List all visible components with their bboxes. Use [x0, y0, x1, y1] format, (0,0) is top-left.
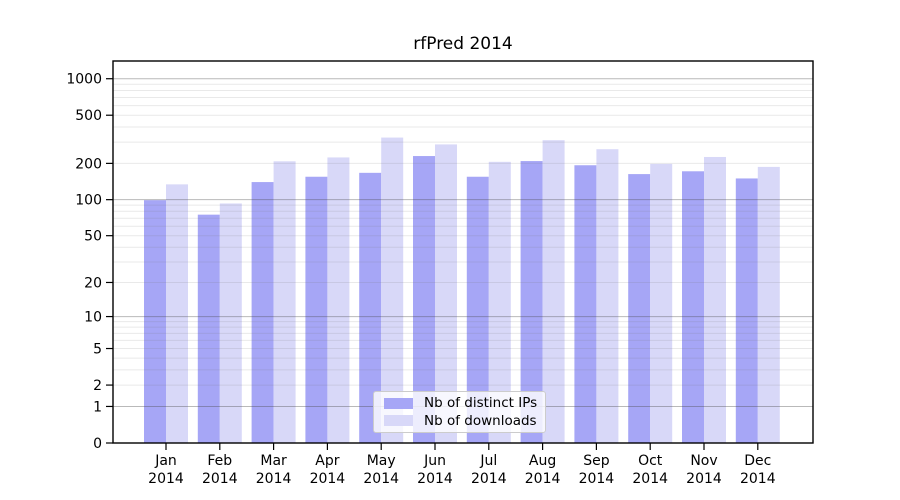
x-tick-label-year: 2014 [363, 471, 399, 487]
bar-distinct_ips-dec [735, 178, 758, 444]
chart-title: rfPred 2014 [413, 34, 513, 54]
bar-downloads-apr [327, 157, 350, 443]
bar-downloads-mar [273, 161, 296, 443]
bar-distinct_ips-oct [628, 174, 651, 444]
x-tick-label-year: 2014 [579, 471, 615, 487]
bar-downloads-feb [219, 203, 242, 443]
x-tick-label-year: 2014 [632, 471, 668, 487]
y-tick-label: 10 [84, 310, 102, 326]
x-tick-label-month: Nov [690, 453, 717, 469]
legend-label-distinct-ips: Nb of distinct IPs [424, 395, 538, 412]
y-tick-label: 20 [84, 275, 102, 291]
x-tick-label-month: Dec [744, 453, 771, 469]
x-tick-label-month: May [367, 453, 396, 469]
y-tick-label: 5 [93, 342, 102, 358]
x-tick-label-year: 2014 [256, 471, 292, 487]
bar-downloads-aug [542, 140, 565, 443]
x-tick-label-year: 2014 [686, 471, 722, 487]
bar-distinct_ips-nov [682, 171, 704, 443]
x-tick-label-month: Jul [479, 453, 497, 469]
x-tick-label-year: 2014 [417, 471, 453, 487]
x-tick-label-year: 2014 [525, 471, 561, 487]
bar-distinct_ips-feb [197, 214, 220, 443]
x-tick-label-year: 2014 [471, 471, 507, 487]
legend-item-distinct-ips: Nb of distinct IPs [384, 395, 537, 411]
bar-downloads-may [381, 137, 404, 443]
bar-distinct_ips-jan [144, 200, 166, 443]
y-tick-label: 1 [93, 399, 102, 415]
x-tick-label-month: Jan [154, 453, 177, 469]
legend-swatch-downloads-icon [384, 415, 413, 427]
y-tick-label: 50 [84, 229, 102, 245]
bar-downloads-jul [488, 161, 511, 443]
bar-downloads-sep [596, 149, 619, 443]
bar-distinct_ips-sep [574, 165, 597, 443]
bar-downloads-dec [757, 166, 780, 443]
bar-downloads-nov [704, 156, 726, 444]
y-tick-label: 500 [75, 108, 102, 124]
legend-label-downloads: Nb of downloads [424, 412, 537, 429]
y-tick-label: 0 [93, 436, 102, 452]
bar-downloads-oct [650, 163, 673, 443]
x-tick-label-month: Jun [423, 453, 446, 469]
y-tick-label: 200 [75, 156, 102, 172]
bar-distinct_ips-apr [305, 176, 328, 443]
bar-distinct_ips-may [359, 172, 382, 443]
x-tick-label-year: 2014 [310, 471, 346, 487]
bar-distinct_ips-jun [413, 156, 435, 444]
x-tick-label-year: 2014 [740, 471, 776, 487]
plot-border [112, 60, 814, 444]
legend-swatch-distinct-ips-icon [384, 397, 413, 409]
x-tick-label-month: Aug [529, 453, 556, 469]
legend: Nb of distinct IPs Nb of downloads [373, 391, 546, 433]
bar-distinct_ips-mar [251, 182, 274, 443]
bar-downloads-jan [166, 184, 188, 443]
x-tick-label-month: Sep [583, 453, 610, 469]
legend-item-downloads: Nb of downloads [384, 413, 537, 429]
x-tick-label-month: Oct [638, 453, 663, 469]
x-tick-label-year: 2014 [148, 471, 184, 487]
bar-distinct_ips-aug [520, 161, 543, 443]
x-tick-label-year: 2014 [202, 471, 238, 487]
y-tick-label: 100 [75, 193, 102, 209]
bar-downloads-jun [435, 144, 457, 443]
y-tick-label: 2 [93, 378, 102, 394]
x-tick-label-month: Mar [260, 453, 287, 469]
bar-distinct_ips-jul [466, 176, 489, 443]
x-tick-label-month: Feb [207, 453, 232, 469]
x-tick-label-month: Apr [315, 453, 339, 469]
y-tick-label: 1000 [66, 72, 102, 88]
